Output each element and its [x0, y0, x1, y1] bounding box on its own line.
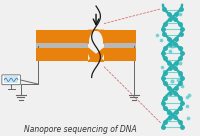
Bar: [36, 30, 136, 44]
Polygon shape: [88, 30, 104, 44]
Bar: [36, 30, 136, 61]
Polygon shape: [88, 48, 104, 62]
Bar: [36, 48, 136, 61]
Bar: [88, 29, 104, 63]
Bar: [4, 76, 18, 83]
Text: Nanopore sequencing of DNA: Nanopore sequencing of DNA: [24, 125, 137, 134]
FancyBboxPatch shape: [2, 75, 20, 85]
